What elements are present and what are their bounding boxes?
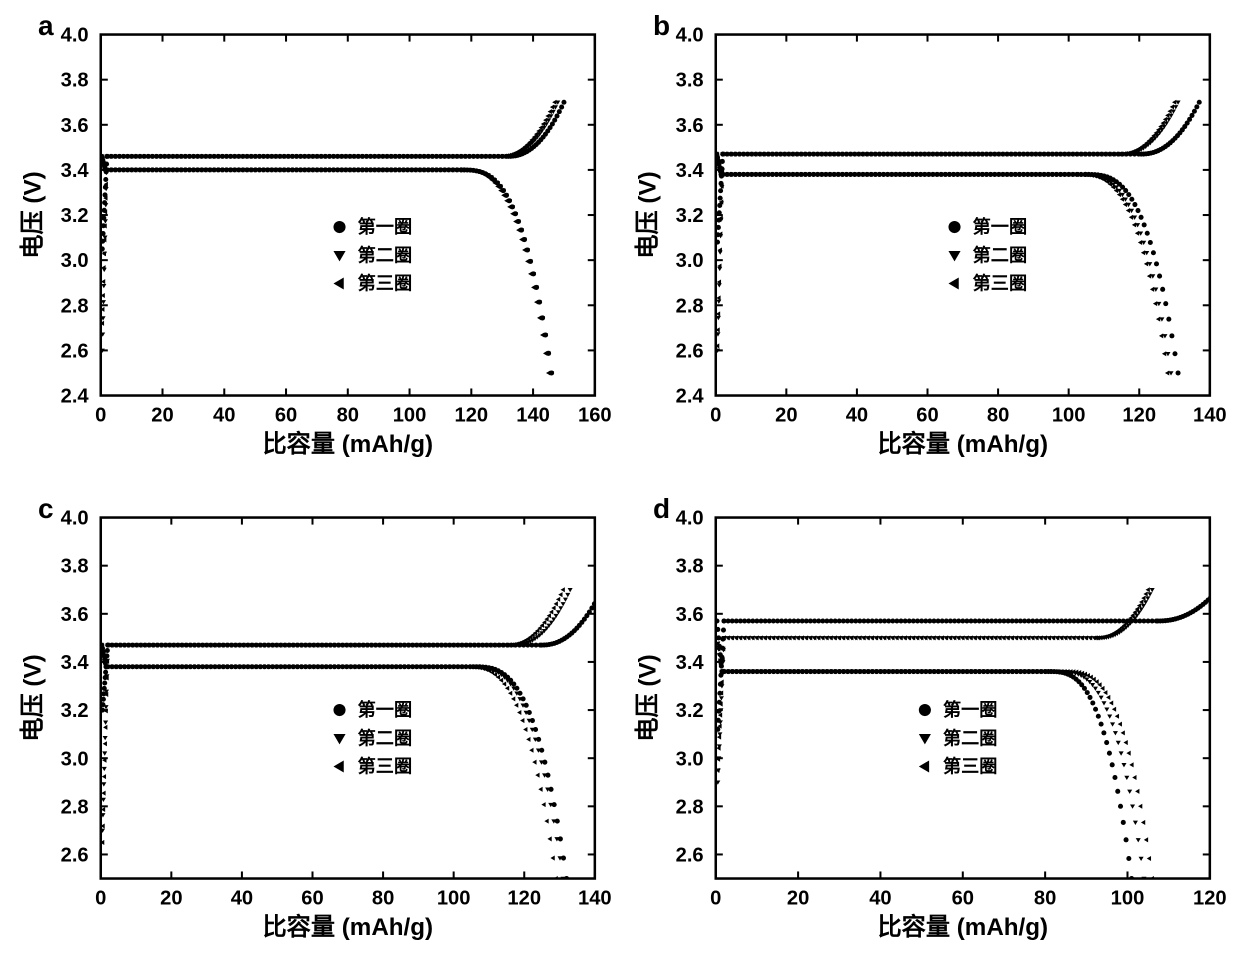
panel-d: d 0 20 40 60 80 100 120 2.6 2.8 3.0 3.2 3.4 3.6 3.8 4.…: [625, 493, 1230, 956]
svg-text:80: 80: [987, 405, 1009, 427]
svg-text:3.6: 3.6: [61, 115, 89, 137]
svg-text:60: 60: [916, 405, 938, 427]
svg-text:0: 0: [710, 405, 721, 427]
svg-text:比容量 (mAh/g): 比容量 (mAh/g): [877, 430, 1048, 458]
svg-text:第一圈: 第一圈: [358, 699, 412, 720]
svg-text:40: 40: [869, 887, 891, 909]
svg-text:第三圈: 第三圈: [358, 273, 412, 294]
svg-text:第一圈: 第一圈: [973, 216, 1027, 237]
svg-text:第三圈: 第三圈: [943, 755, 997, 776]
svg-text:40: 40: [846, 405, 868, 427]
svg-text:20: 20: [151, 405, 173, 427]
svg-text:3.8: 3.8: [676, 555, 704, 577]
chart-b: 0 20 40 60 80 100 120 140 2.4 2.6 2.8 3.0 3.2 3.4 3.6 3…: [625, 10, 1230, 473]
svg-text:3.4: 3.4: [61, 160, 90, 182]
svg-text:100: 100: [393, 405, 427, 427]
svg-text:140: 140: [1193, 405, 1227, 427]
svg-text:第二圈: 第二圈: [358, 244, 412, 265]
svg-text:2.6: 2.6: [676, 340, 704, 362]
svg-text:100: 100: [1052, 405, 1086, 427]
svg-text:100: 100: [437, 887, 471, 909]
svg-text:120: 120: [454, 405, 488, 427]
svg-text:80: 80: [337, 405, 359, 427]
svg-text:3.0: 3.0: [676, 748, 704, 770]
svg-text:3.0: 3.0: [61, 748, 89, 770]
svg-text:160: 160: [578, 405, 612, 427]
svg-text:2.4: 2.4: [676, 386, 705, 408]
panel-label-a: a: [38, 10, 54, 42]
svg-text:0: 0: [710, 887, 721, 909]
svg-text:第二圈: 第二圈: [358, 727, 412, 748]
svg-text:100: 100: [1111, 887, 1145, 909]
svg-text:120: 120: [1122, 405, 1156, 427]
svg-text:80: 80: [1034, 887, 1056, 909]
svg-text:3.8: 3.8: [676, 70, 704, 92]
svg-text:40: 40: [231, 887, 253, 909]
svg-text:2.8: 2.8: [61, 295, 89, 317]
panel-label-c: c: [38, 493, 54, 525]
svg-text:第三圈: 第三圈: [973, 273, 1027, 294]
svg-text:3.2: 3.2: [61, 205, 89, 227]
svg-text:第三圈: 第三圈: [358, 755, 412, 776]
svg-text:第一圈: 第一圈: [358, 216, 412, 237]
svg-text:2.8: 2.8: [61, 796, 89, 818]
svg-text:3.6: 3.6: [676, 603, 704, 625]
svg-text:120: 120: [1193, 887, 1227, 909]
svg-text:4.0: 4.0: [676, 25, 704, 47]
svg-text:3.8: 3.8: [61, 555, 89, 577]
svg-text:3.6: 3.6: [61, 603, 89, 625]
svg-text:20: 20: [787, 887, 809, 909]
panel-label-b: b: [653, 10, 670, 42]
chart-c: 0 20 40 60 80 100 120 140 2.6 2.8 3.0 3.2 3.4 3.6 3.8 4…: [10, 493, 615, 956]
figure-grid: a 0 20 40 60 80 100 120 140 160 2.4 2.6 2.8 3.0 3.2 3.…: [0, 0, 1240, 965]
svg-text:第二圈: 第二圈: [973, 244, 1027, 265]
svg-text:2.6: 2.6: [61, 844, 89, 866]
svg-text:60: 60: [301, 887, 323, 909]
svg-text:3.2: 3.2: [61, 700, 89, 722]
svg-text:20: 20: [160, 887, 182, 909]
svg-text:电压 (V): 电压 (V): [19, 171, 46, 258]
svg-text:第一圈: 第一圈: [943, 699, 997, 720]
svg-text:80: 80: [372, 887, 394, 909]
svg-text:4.0: 4.0: [61, 25, 89, 47]
svg-text:3.2: 3.2: [676, 700, 704, 722]
svg-text:2.8: 2.8: [676, 295, 704, 317]
svg-text:3.8: 3.8: [61, 70, 89, 92]
svg-text:3.4: 3.4: [676, 160, 705, 182]
panel-a: a 0 20 40 60 80 100 120 140 160 2.4 2.6 2.8 3.0 3.2 3.…: [10, 10, 615, 473]
panel-c: c 0 20 40 60 80 100 120 140 2.6 2.8 3.0 3.2 3.4 3.6 3.…: [10, 493, 615, 956]
svg-text:2.6: 2.6: [676, 844, 704, 866]
chart-d: 0 20 40 60 80 100 120 2.6 2.8 3.0 3.2 3.4 3.6 3.8 4.0 比…: [625, 493, 1230, 956]
svg-text:140: 140: [516, 405, 550, 427]
svg-text:电压 (V): 电压 (V): [19, 654, 46, 741]
panel-label-d: d: [653, 493, 670, 525]
svg-text:比容量 (mAh/g): 比容量 (mAh/g): [262, 430, 433, 458]
svg-text:60: 60: [275, 405, 297, 427]
svg-text:比容量 (mAh/g): 比容量 (mAh/g): [262, 912, 433, 940]
svg-text:3.0: 3.0: [61, 250, 89, 272]
svg-text:4.0: 4.0: [61, 507, 89, 529]
svg-text:2.6: 2.6: [61, 340, 89, 362]
svg-text:电压 (V): 电压 (V): [634, 171, 661, 258]
svg-text:电压 (V): 电压 (V): [634, 654, 661, 741]
chart-a: 0 20 40 60 80 100 120 140 160 2.4 2.6 2.8 3.0 3.2 3.4 3…: [10, 10, 615, 473]
svg-text:第二圈: 第二圈: [943, 727, 997, 748]
svg-text:4.0: 4.0: [676, 507, 704, 529]
svg-text:0: 0: [95, 405, 106, 427]
svg-text:2.8: 2.8: [676, 796, 704, 818]
svg-text:3.0: 3.0: [676, 250, 704, 272]
svg-text:140: 140: [578, 887, 612, 909]
svg-text:3.2: 3.2: [676, 205, 704, 227]
svg-text:2.4: 2.4: [61, 386, 90, 408]
panel-b: b 0 20 40 60 80 100 120 140 2.4 2.6 2.8 3.0 3.2 3.4 3.…: [625, 10, 1230, 473]
svg-text:比容量 (mAh/g): 比容量 (mAh/g): [877, 912, 1048, 940]
svg-text:120: 120: [507, 887, 541, 909]
svg-text:3.4: 3.4: [676, 651, 705, 673]
svg-text:20: 20: [775, 405, 797, 427]
svg-text:60: 60: [952, 887, 974, 909]
svg-text:40: 40: [213, 405, 235, 427]
svg-text:3.6: 3.6: [676, 115, 704, 137]
svg-text:0: 0: [95, 887, 106, 909]
svg-text:3.4: 3.4: [61, 651, 90, 673]
